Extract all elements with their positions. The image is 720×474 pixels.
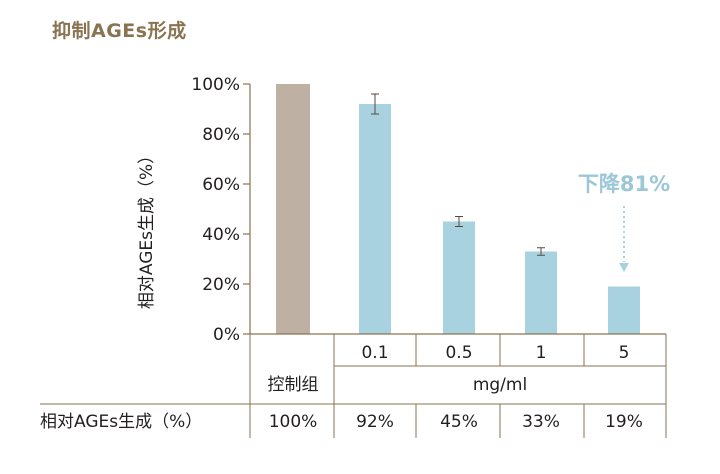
table-value: 100% [269, 412, 318, 432]
annotation-text: 下降81% [578, 172, 670, 196]
y-axis-label: 相对AGEs生成（%） [137, 147, 157, 309]
data-table: 控制组 0.1 0.5 1 5 mg/ml 相对AGEs生成（%） 100% 92% 45% 33%… [40, 333, 667, 438]
bar-0.1 [359, 104, 391, 334]
y-tick-label: 60% [202, 175, 240, 195]
bar-0.5 [443, 221, 475, 334]
category-label: 5 [619, 343, 630, 363]
chart-bars [276, 84, 640, 334]
reduction-annotation: 下降81% [578, 172, 670, 272]
y-tick-label: 20% [202, 275, 240, 295]
chart-title: 抑制AGEs形成 [52, 20, 187, 42]
bar-5 [608, 286, 640, 334]
category-label: 0.5 [445, 343, 472, 363]
category-label: 1 [536, 343, 547, 363]
category-label: 控制组 [268, 375, 319, 395]
y-tick-label: 0% [213, 325, 240, 345]
unit-label: mg/ml [473, 375, 527, 395]
table-value: 45% [440, 412, 478, 432]
chart-axes: 0% 20% 40% 60% 80% 100% 相对AGEs生成（%） [137, 75, 251, 345]
y-tick-label: 40% [202, 225, 240, 245]
y-tick-label: 100% [191, 75, 240, 95]
table-row-label: 相对AGEs生成（%） [40, 412, 202, 432]
table-value: 33% [522, 412, 560, 432]
category-label: 0.1 [361, 343, 388, 363]
bar-1 [525, 251, 557, 334]
y-tick-label: 80% [202, 125, 240, 145]
table-value: 92% [356, 412, 394, 432]
table-value: 19% [605, 412, 643, 432]
annotation-arrow-head [619, 263, 629, 272]
bar-控制组 [276, 84, 310, 334]
